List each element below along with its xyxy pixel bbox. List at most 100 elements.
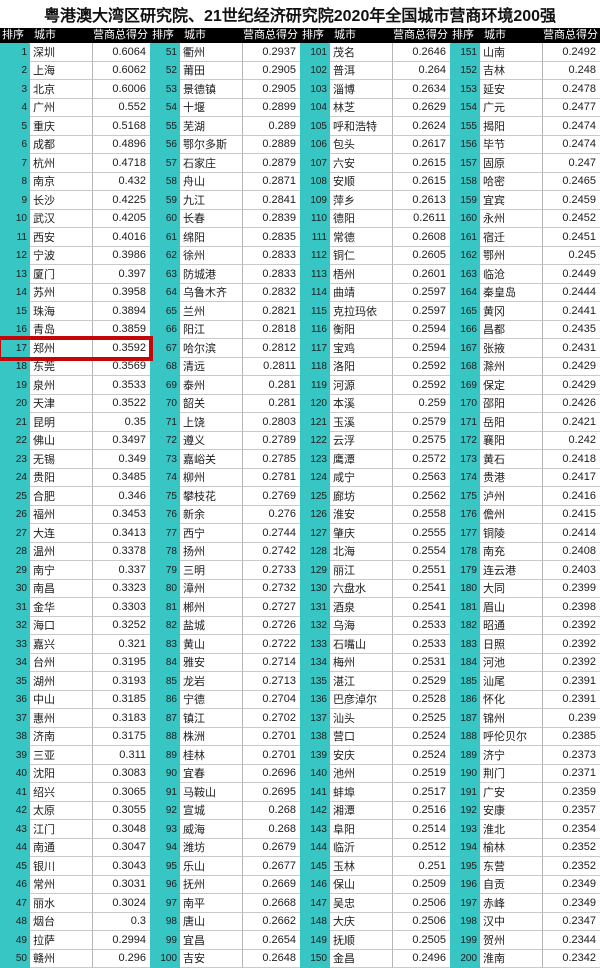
city-cell: 西宁 xyxy=(180,524,242,543)
city-cell: 普洱 xyxy=(330,61,392,80)
rank-cell: 21 xyxy=(0,413,30,432)
city-cell: 佛山 xyxy=(30,431,92,450)
score-cell: 0.3894 xyxy=(92,302,150,321)
city-cell: 台州 xyxy=(30,653,92,672)
score-cell: 0.346 xyxy=(92,487,150,506)
city-cell: 黄石 xyxy=(480,450,542,469)
city-cell: 乌海 xyxy=(330,616,392,635)
score-cell: 0.2392 xyxy=(542,635,600,654)
rank-cell: 25 xyxy=(0,487,30,506)
city-cell: 宜宾 xyxy=(480,191,542,210)
score-cell: 0.397 xyxy=(92,265,150,284)
city-cell: 河源 xyxy=(330,376,392,395)
table-row: 22 佛山 0.3497 xyxy=(0,431,150,450)
city-cell: 三亚 xyxy=(30,746,92,765)
table-row: 104 林芝 0.2629 xyxy=(300,98,450,117)
city-cell: 锦州 xyxy=(480,709,542,728)
rank-cell: 93 xyxy=(150,820,180,839)
table-row: 94 潍坊 0.2679 xyxy=(150,838,300,857)
table-row: 32 海口 0.3252 xyxy=(0,616,150,635)
table-row: 65 兰州 0.2821 xyxy=(150,302,300,321)
city-cell: 潍坊 xyxy=(180,838,242,857)
score-cell: 0.239 xyxy=(542,709,600,728)
table-header-row: 排序 城市 营商总得分 排序 城市 营商总得分 排序 城市 营商总得分 排序 城市 营商总得分 xyxy=(0,28,600,43)
rank-cell: 60 xyxy=(150,209,180,228)
table-row: 186 怀化 0.2391 xyxy=(450,690,600,709)
table-row: 129 丽江 0.2551 xyxy=(300,561,450,580)
city-cell: 林芝 xyxy=(330,98,392,117)
city-cell: 昌都 xyxy=(480,320,542,339)
score-cell: 0.2416 xyxy=(542,487,600,506)
table-row: 159 宜宾 0.2459 xyxy=(450,191,600,210)
table-row: 128 北海 0.2554 xyxy=(300,542,450,561)
score-cell: 0.2415 xyxy=(542,505,600,524)
rank-cell: 106 xyxy=(300,135,330,154)
score-cell: 0.259 xyxy=(392,394,450,413)
score-cell: 0.2392 xyxy=(542,616,600,635)
table-row: 15 珠海 0.3894 xyxy=(0,302,150,321)
rank-cell: 88 xyxy=(150,727,180,746)
rank-cell: 31 xyxy=(0,598,30,617)
rank-cell: 174 xyxy=(450,468,480,487)
table-row: 138 营口 0.2524 xyxy=(300,727,450,746)
city-cell: 呼伦贝尔 xyxy=(480,727,542,746)
table-row: 125 廊坊 0.2562 xyxy=(300,487,450,506)
rank-cell: 171 xyxy=(450,413,480,432)
rank-cell: 137 xyxy=(300,709,330,728)
score-cell: 0.3252 xyxy=(92,616,150,635)
rank-cell: 159 xyxy=(450,191,480,210)
city-cell: 宿迁 xyxy=(480,228,542,247)
score-cell: 0.2533 xyxy=(392,616,450,635)
rank-cell: 38 xyxy=(0,727,30,746)
rank-cell: 81 xyxy=(150,598,180,617)
table-row: 91 马鞍山 0.2695 xyxy=(150,783,300,802)
city-cell: 珠海 xyxy=(30,302,92,321)
city-cell: 芜湖 xyxy=(180,117,242,136)
rank-group-ranks-51-100: 51 衢州 0.2937 52 莆田 0.2905 53 景德镇 0.2905 54 十堰 0.289… xyxy=(150,43,300,968)
city-cell: 乐山 xyxy=(180,857,242,876)
table-row: 157 固原 0.247 xyxy=(450,154,600,173)
city-cell: 安顺 xyxy=(330,172,392,191)
city-cell: 景德镇 xyxy=(180,80,242,99)
rank-cell: 191 xyxy=(450,783,480,802)
rank-cell: 5 xyxy=(0,117,30,136)
table-row: 133 石嘴山 0.2533 xyxy=(300,635,450,654)
rank-cell: 148 xyxy=(300,912,330,931)
rank-cell: 67 xyxy=(150,339,180,358)
score-cell: 0.2478 xyxy=(542,80,600,99)
rank-cell: 128 xyxy=(300,542,330,561)
city-cell: 玉林 xyxy=(330,857,392,876)
table-row: 197 赤峰 0.2349 xyxy=(450,894,600,913)
rank-cell: 42 xyxy=(0,801,30,820)
score-cell: 0.2701 xyxy=(242,746,300,765)
city-cell: 昆明 xyxy=(30,413,92,432)
score-cell: 0.3413 xyxy=(92,524,150,543)
table-row: 106 包头 0.2617 xyxy=(300,135,450,154)
score-cell: 0.2429 xyxy=(542,357,600,376)
city-cell: 上饶 xyxy=(180,413,242,432)
city-cell: 宁波 xyxy=(30,246,92,265)
table-row: 4 广州 0.552 xyxy=(0,98,150,117)
table-row: 48 烟台 0.3 xyxy=(0,912,150,931)
score-column-header: 营商总得分 xyxy=(393,29,448,41)
table-row: 101 茂名 0.2646 xyxy=(300,43,450,62)
score-cell: 0.2492 xyxy=(542,43,600,62)
rank-cell: 33 xyxy=(0,635,30,654)
score-cell: 0.2528 xyxy=(392,690,450,709)
rank-cell: 98 xyxy=(150,912,180,931)
rank-group-ranks-101-150: 101 茂名 0.2646 102 普洱 0.264 103 淄博 0.2634 104 林芝 0.2… xyxy=(300,43,450,968)
rank-cell: 20 xyxy=(0,394,30,413)
score-cell: 0.2785 xyxy=(242,450,300,469)
rank-cell: 129 xyxy=(300,561,330,580)
score-cell: 0.2418 xyxy=(542,450,600,469)
rank-cell: 185 xyxy=(450,672,480,691)
city-cell: 贵港 xyxy=(480,468,542,487)
rank-cell: 68 xyxy=(150,357,180,376)
city-cell: 日照 xyxy=(480,635,542,654)
score-cell: 0.2833 xyxy=(242,265,300,284)
score-cell: 0.3592 xyxy=(92,339,150,358)
rank-cell: 138 xyxy=(300,727,330,746)
rank-cell: 111 xyxy=(300,228,330,247)
score-cell: 0.3185 xyxy=(92,690,150,709)
city-cell: 赣州 xyxy=(30,949,92,968)
